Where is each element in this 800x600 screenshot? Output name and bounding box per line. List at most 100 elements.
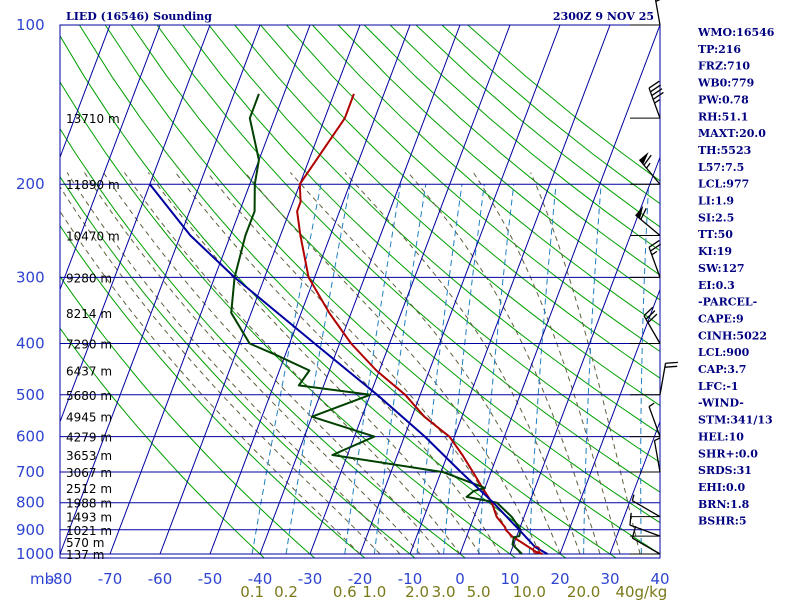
mixing-ratio-line (583, 184, 602, 555)
wind-barb-full (645, 310, 656, 320)
temperature-tick-label: -70 (98, 570, 123, 588)
moist-adiabat (344, 172, 581, 555)
height-label: 8214 m (66, 307, 112, 321)
dry-adiabat (130, 25, 660, 524)
index-line: WB0:779 (697, 77, 754, 90)
wind-barb-half (645, 162, 651, 169)
chart-title: LIED (16546) Sounding (66, 10, 212, 23)
dry-adiabat (363, 25, 660, 276)
mixing-ratio-line (528, 184, 557, 555)
wind-barb-full (629, 512, 632, 526)
mixing-ratio-line (640, 184, 650, 555)
isotherm (159, 25, 361, 555)
temperature-tick-label: 40 (650, 570, 669, 588)
height-label: 1493 m (66, 511, 112, 525)
index-line: STM:341/13 (698, 414, 773, 427)
mixing-ratio-tick-label: 0.6 (333, 583, 357, 600)
wind-barb-full (640, 208, 647, 220)
wind-barb-full (664, 365, 678, 368)
isotherm (509, 155, 660, 555)
isotherm (60, 25, 111, 159)
height-label: 5680 m (66, 389, 112, 403)
dry-adiabat (104, 25, 660, 555)
pressure-tick-label: 700 (16, 463, 45, 481)
dry-adiabat (260, 25, 660, 379)
isotherm (559, 288, 660, 555)
wind-barb-pennant (635, 205, 644, 219)
index-line: CINH:5022 (698, 329, 767, 342)
temperature-tick-label: 0 (455, 570, 465, 588)
temperature-tick-label: -60 (148, 570, 173, 588)
wind-barb (629, 512, 661, 537)
isotherm (109, 25, 311, 555)
isotherm (60, 25, 211, 424)
temperature-tick-label: -40 (248, 570, 273, 588)
index-line: CAPE:9 (698, 312, 744, 325)
isotherm (459, 25, 660, 555)
wind-barb (630, 494, 661, 518)
adiabats (60, 25, 660, 558)
wind-barb-full (648, 239, 660, 248)
mixing-ratio-tick-label: 0.1 (240, 583, 264, 600)
wind-barb-full (650, 84, 662, 93)
index-line: SHR+:0.0 (698, 447, 758, 460)
wind-barb (630, 361, 678, 396)
wind-barbs (629, 0, 678, 555)
height-label: 6437 m (66, 365, 112, 379)
plot-area (60, 25, 660, 558)
wind-barb-staff (659, 363, 667, 395)
index-line: SI:2.5 (698, 211, 734, 224)
wind-barb-full (651, 88, 663, 97)
dry-adiabat (389, 25, 660, 252)
plot-frame (59, 24, 661, 559)
mixing-ratio-line (285, 184, 351, 555)
wind-barb-staff (653, 440, 661, 473)
isotherm (259, 25, 461, 555)
wind-barb-staff (629, 524, 661, 537)
height-label: 137 m (66, 548, 104, 562)
wind-barb (630, 437, 661, 473)
moist-adiabat (175, 172, 501, 555)
index-line: TH:5523 (698, 144, 751, 157)
dry-adiabat (60, 34, 567, 558)
moist-adiabat (407, 172, 601, 555)
mixing-ratio-tick-label: 1.0 (362, 583, 386, 600)
temperature-tick-label: 20 (550, 570, 569, 588)
wind-barb (630, 239, 662, 278)
wind-barb-staff (631, 500, 661, 518)
mixing-ratio-line (344, 184, 402, 555)
height-labels: 13710 m 11890 m 10470 m 9280 m 8214 m 7290 m 6… (66, 112, 120, 562)
wind-barb-half (648, 402, 655, 408)
mixing-ratio-lines (251, 184, 650, 555)
moist-adiabat (66, 172, 401, 555)
height-label: 1988 m (66, 497, 112, 511)
index-line: LCL:900 (698, 346, 750, 359)
dry-adiabat (234, 25, 660, 407)
isotherms (60, 25, 660, 555)
isotherm (209, 25, 411, 555)
pressure-tick-label: 900 (16, 521, 45, 539)
temperature-tick-label: 30 (600, 570, 619, 588)
moist-adiabat (472, 172, 621, 555)
wind-barb (630, 205, 661, 237)
mixing-ratio-axis: 0.1 0.2 0.6 1.0 2.0 3.0 5.0 10.0 20.0 40g/kg (240, 583, 667, 600)
index-line: WMO:16546 (697, 26, 775, 39)
wind-barb (630, 80, 664, 119)
index-line: TT:50 (698, 228, 733, 241)
wind-barb-half (651, 250, 658, 256)
dewpoint-line (230, 93, 523, 555)
wind-barb-full (655, 0, 661, 2)
wind-barb-pennant (639, 152, 649, 165)
index-line: SRDS:31 (698, 464, 752, 477)
pressure-tick-label: 100 (16, 16, 45, 34)
isotherm (60, 25, 161, 291)
mixing-ratio-line (443, 184, 485, 555)
index-line: PW:0.78 (698, 93, 749, 106)
mixing-ratio-line (416, 184, 463, 555)
temperature-line (296, 93, 543, 555)
height-label: 1021 m (66, 524, 112, 538)
dry-adiabat (208, 25, 660, 435)
height-label: 11890 m (66, 178, 120, 192)
dry-adiabat (60, 175, 416, 558)
mixing-ratio-tick-label: 0.2 (274, 583, 298, 600)
